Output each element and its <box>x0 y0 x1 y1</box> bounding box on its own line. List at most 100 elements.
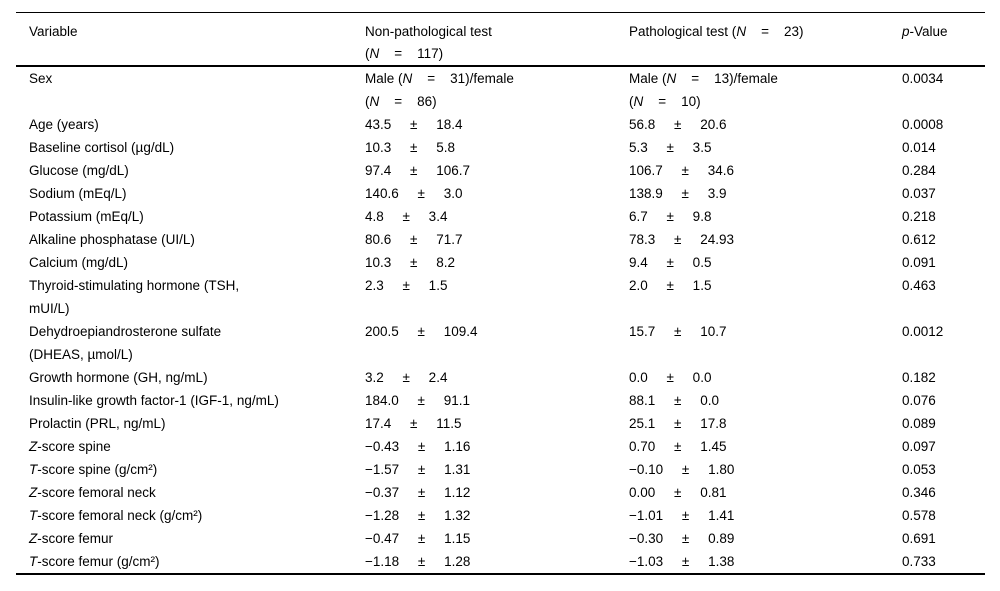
table-row: Z-score femur −0.47 ± 1.15 −0.30 ± 0.89 … <box>16 527 985 550</box>
pathological-value-cell: 2.0 ± 1.5 <box>629 278 712 293</box>
variable-cell: Baseline cortisol (µg/dL) <box>29 140 175 155</box>
table-row: Z-score spine −0.43 ± 1.16 0.70 ± 1.45 0… <box>16 435 985 458</box>
pvalue-cell: 0.014 <box>902 140 936 155</box>
nonpathological-value-cell: −0.37 ± 1.12 <box>365 485 471 500</box>
pvalue-cell: 0.0008 <box>902 117 944 132</box>
pvalue-cell: 0.097 <box>902 439 936 454</box>
table-row: Alkaline phosphatase (UI/L) 80.6 ± 71.7 … <box>16 228 985 251</box>
patient-characteristics-table: Variable Non-pathological test (N = 117)… <box>16 12 985 575</box>
pathological-value-cell: 0.0 ± 0.0 <box>629 370 712 385</box>
table-row: Prolactin (PRL, ng/mL) 17.4 ± 11.5 25.1 … <box>16 412 985 435</box>
variable-cell: Calcium (mg/dL) <box>29 255 129 270</box>
pathological-value-cell: 106.7 ± 34.6 <box>629 163 734 178</box>
table-row: T-score spine (g/cm²) −1.57 ± 1.31 −0.10… <box>16 458 985 481</box>
table-row: Glucose (mg/dL) 97.4 ± 106.7 106.7 ± 34.… <box>16 159 985 182</box>
pathological-value-cell: Male (N = 13)/female (N = 10) <box>629 71 778 109</box>
table-row: Calcium (mg/dL) 10.3 ± 8.2 9.4 ± 0.5 0.0… <box>16 251 985 274</box>
variable-cell: T-score femur (g/cm²) <box>29 554 160 569</box>
pvalue-cell: 0.037 <box>902 186 936 201</box>
nonpathological-value-cell: 140.6 ± 3.0 <box>365 186 463 201</box>
col-header-pvalue: p-Value <box>889 12 985 67</box>
nonpathological-value-cell: 10.3 ± 8.2 <box>365 255 455 270</box>
pathological-value-cell: 0.00 ± 0.81 <box>629 485 727 500</box>
variable-cell: Dehydroepiandrosterone sulfate (DHEAS, µ… <box>29 324 222 362</box>
table-row: T-score femoral neck (g/cm²) −1.28 ± 1.3… <box>16 504 985 527</box>
variable-cell: Potassium (mEq/L) <box>29 209 144 224</box>
pathological-value-cell: 5.3 ± 3.5 <box>629 140 712 155</box>
table-row: Insulin-like growth factor-1 (IGF-1, ng/… <box>16 389 985 412</box>
col-header-variable: Variable <box>16 12 352 67</box>
table-row: T-score femur (g/cm²) −1.18 ± 1.28 −1.03… <box>16 550 985 574</box>
pvalue-cell: 0.0034 <box>902 71 944 86</box>
pvalue-cell: 0.733 <box>902 554 936 569</box>
nonpathological-value-cell: 10.3 ± 5.8 <box>365 140 455 155</box>
variable-cell: Z-score femur <box>29 531 114 546</box>
variable-cell: Growth hormone (GH, ng/mL) <box>29 370 208 385</box>
nonpathological-value-cell: 2.3 ± 1.5 <box>365 278 448 293</box>
pvalue-cell: 0.218 <box>902 209 936 224</box>
pvalue-cell: 0.0012 <box>902 324 944 339</box>
nonpathological-value-cell: 200.5 ± 109.4 <box>365 324 478 339</box>
variable-cell: T-score spine (g/cm²) <box>29 462 158 477</box>
nonpathological-value-cell: 43.5 ± 18.4 <box>365 117 463 132</box>
table-row: Potassium (mEq/L) 4.8 ± 3.4 6.7 ± 9.8 0.… <box>16 205 985 228</box>
pvalue-cell: 0.463 <box>902 278 936 293</box>
nonpathological-value-cell: 4.8 ± 3.4 <box>365 209 448 224</box>
table-row: Growth hormone (GH, ng/mL) 3.2 ± 2.4 0.0… <box>16 366 985 389</box>
pvalue-cell: 0.076 <box>902 393 936 408</box>
variable-cell: Thyroid-stimulating hormone (TSH, mUI/L) <box>29 278 240 316</box>
pathological-value-cell: 56.8 ± 20.6 <box>629 117 727 132</box>
variable-cell: Age (years) <box>29 117 99 132</box>
table-row: Thyroid-stimulating hormone (TSH, mUI/L)… <box>16 274 985 320</box>
pathological-value-cell: −1.01 ± 1.41 <box>629 508 735 523</box>
variable-cell: Insulin-like growth factor-1 (IGF-1, ng/… <box>29 393 279 408</box>
pvalue-cell: 0.089 <box>902 416 936 431</box>
nonpathological-value-cell: Male (N = 31)/female (N = 86) <box>365 71 514 109</box>
table-row: Sex Male (N = 31)/female (N = 86) Male (… <box>16 66 985 113</box>
variable-cell: Sodium (mEq/L) <box>29 186 127 201</box>
nonpathological-value-cell: −0.47 ± 1.15 <box>365 531 471 546</box>
pvalue-cell: 0.612 <box>902 232 936 247</box>
pathological-value-cell: −1.03 ± 1.38 <box>629 554 735 569</box>
table-row: Age (years) 43.5 ± 18.4 56.8 ± 20.6 0.00… <box>16 113 985 136</box>
table-row: Z-score femoral neck −0.37 ± 1.12 0.00 ±… <box>16 481 985 504</box>
variable-cell: Prolactin (PRL, ng/mL) <box>29 416 166 431</box>
pvalue-cell: 0.182 <box>902 370 936 385</box>
variable-cell: Sex <box>29 71 53 86</box>
nonpathological-value-cell: 17.4 ± 11.5 <box>365 416 462 431</box>
col-header-nonpathological: Non-pathological test (N = 117) <box>352 12 616 67</box>
pathological-value-cell: 15.7 ± 10.7 <box>629 324 727 339</box>
pathological-value-cell: 78.3 ± 24.93 <box>629 232 734 247</box>
variable-cell: Z-score spine <box>29 439 111 454</box>
variable-cell: Alkaline phosphatase (UI/L) <box>29 232 195 247</box>
table-row: Sodium (mEq/L) 140.6 ± 3.0 138.9 ± 3.9 0… <box>16 182 985 205</box>
pvalue-cell: 0.053 <box>902 462 936 477</box>
table-row: Baseline cortisol (µg/dL) 10.3 ± 5.8 5.3… <box>16 136 985 159</box>
pathological-value-cell: 0.70 ± 1.45 <box>629 439 727 454</box>
variable-cell: Glucose (mg/dL) <box>29 163 129 178</box>
nonpathological-value-cell: 3.2 ± 2.4 <box>365 370 448 385</box>
nonpathological-value-cell: −1.28 ± 1.32 <box>365 508 471 523</box>
pvalue-cell: 0.346 <box>902 485 936 500</box>
variable-cell: Z-score femoral neck <box>29 485 156 500</box>
pvalue-cell: 0.578 <box>902 508 936 523</box>
pathological-value-cell: 25.1 ± 17.8 <box>629 416 727 431</box>
patient-characteristics-table-container: Variable Non-pathological test (N = 117)… <box>16 12 985 575</box>
pathological-value-cell: 6.7 ± 9.8 <box>629 209 712 224</box>
nonpathological-value-cell: 97.4 ± 106.7 <box>365 163 470 178</box>
pathological-value-cell: −0.10 ± 1.80 <box>629 462 735 477</box>
pathological-value-cell: −0.30 ± 0.89 <box>629 531 735 546</box>
pvalue-cell: 0.091 <box>902 255 936 270</box>
pathological-value-cell: 9.4 ± 0.5 <box>629 255 712 270</box>
pvalue-cell: 0.284 <box>902 163 936 178</box>
col-header-pathological: Pathological test (N = 23) <box>616 12 889 67</box>
variable-cell: T-score femoral neck (g/cm²) <box>29 508 203 523</box>
nonpathological-value-cell: 80.6 ± 71.7 <box>365 232 463 247</box>
nonpathological-value-cell: −0.43 ± 1.16 <box>365 439 471 454</box>
pathological-value-cell: 138.9 ± 3.9 <box>629 186 727 201</box>
nonpathological-value-cell: 184.0 ± 91.1 <box>365 393 470 408</box>
nonpathological-value-cell: −1.57 ± 1.31 <box>365 462 471 477</box>
pvalue-cell: 0.691 <box>902 531 936 546</box>
header-row: Variable Non-pathological test (N = 117)… <box>16 12 985 67</box>
nonpathological-value-cell: −1.18 ± 1.28 <box>365 554 471 569</box>
